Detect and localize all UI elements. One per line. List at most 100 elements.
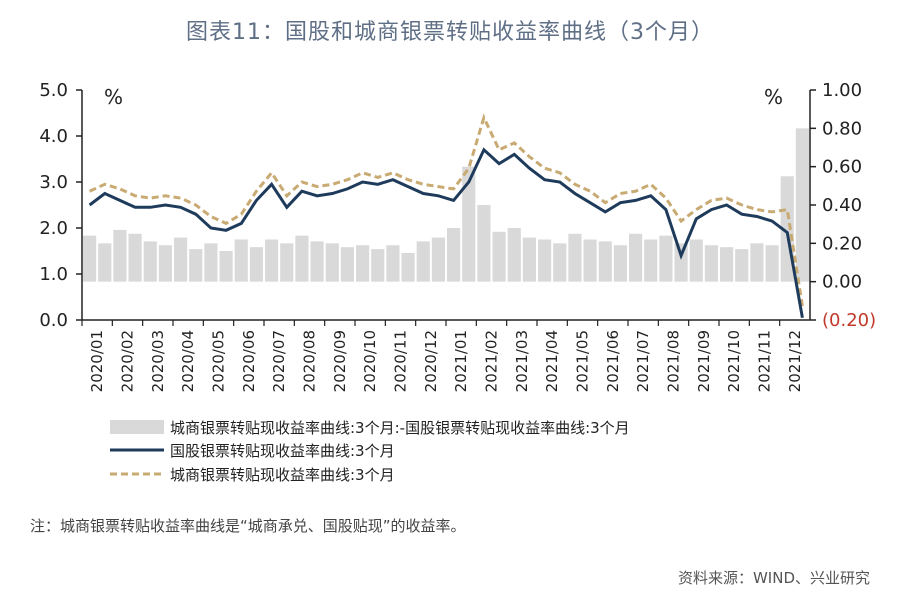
spread-bar: [83, 235, 97, 282]
spread-bar: [795, 128, 809, 282]
x-tick-label: 2021/06: [604, 330, 622, 392]
chart-axes: 0.0 1.0 2.0 3.0 4.0 5.0 % (0.20) 0.00 0.20 0.40 0.6…: [39, 80, 876, 392]
spread-bar: [644, 239, 658, 282]
y-right-tick-label: 0.40: [822, 195, 862, 216]
spread-bar: [553, 243, 567, 282]
x-tick-label: 2021/05: [574, 330, 592, 392]
y-left-tick-label: 0.0: [39, 310, 68, 331]
x-tick-label: 2021/09: [695, 330, 713, 392]
x-tick-label: 2020/06: [240, 330, 258, 392]
x-tick-label: 2021/01: [452, 330, 470, 392]
y-right-tick-label: 1.00: [822, 80, 862, 101]
legend-label-spread: 城商银票转贴现收益率曲线:3个月:-国股银票转贴现收益率曲线:3个月: [170, 419, 630, 437]
spread-bar: [704, 245, 718, 282]
spread-bar: [720, 247, 734, 282]
y-left-tick-label: 2.0: [39, 218, 68, 239]
spread-bar: [416, 241, 430, 282]
spread-bar: [219, 251, 233, 282]
spread-bar: [598, 241, 612, 282]
spread-bar: [249, 247, 263, 282]
spread-bar: [158, 245, 172, 282]
spread-bar: [189, 249, 203, 282]
spread-bar: [340, 247, 354, 282]
spread-bar: [356, 245, 370, 282]
yield-lines: [88, 113, 804, 318]
x-tick-label: 2021/12: [786, 330, 804, 392]
x-tick-label: 2020/09: [331, 330, 349, 392]
spread-bar: [538, 239, 552, 282]
spread-bar: [401, 252, 415, 282]
spread-bar: [143, 241, 157, 282]
spread-bar: [325, 243, 339, 282]
spread-bar: [765, 245, 779, 282]
spread-bar: [462, 166, 476, 282]
spread-bar: [477, 205, 491, 282]
chart-note: 注：城商银票转贴收益率曲线是“城商承兑、国股贴现”的收益率。: [30, 517, 466, 535]
spread-bar: [204, 243, 218, 282]
spread-bar: [522, 237, 536, 282]
x-tick-label: 2021/11: [756, 330, 774, 392]
x-tick-label: 2020/12: [422, 330, 440, 392]
y-right-unit: %: [764, 85, 783, 109]
spread-bar: [659, 235, 673, 282]
x-tick-label: 2020/03: [149, 330, 167, 392]
legend-label-guogu: 国股银票转贴现收益率曲线:3个月: [170, 442, 395, 460]
x-tick-label: 2020/01: [88, 330, 106, 392]
spread-bar: [371, 249, 385, 282]
x-tick-label: 2021/03: [513, 330, 531, 392]
y-right-tick-label: 0.00: [822, 272, 862, 293]
x-tick-label: 2020/04: [179, 330, 197, 392]
y-left-tick-label: 4.0: [39, 126, 68, 147]
x-tick-label: 2021/04: [543, 330, 561, 392]
x-tick-label: 2020/11: [392, 330, 410, 392]
y-right-tick-label: 0.80: [822, 118, 862, 139]
y-left-unit: %: [104, 85, 123, 109]
spread-bar: [750, 243, 764, 282]
y-left-tick-label: 3.0: [39, 172, 68, 193]
x-tick-label: 2021/02: [483, 330, 501, 392]
y-right-tick-label: (0.20): [822, 310, 876, 331]
spread-bar: [265, 239, 279, 282]
spread-bar: [234, 239, 248, 282]
y-right-tick-label: 0.20: [822, 233, 862, 254]
x-tick-label: 2020/07: [270, 330, 288, 392]
spread-bar: [386, 245, 400, 282]
chart-legend: 城商银票转贴现收益率曲线:3个月:-国股银票转贴现收益率曲线:3个月国股银票转贴…: [110, 419, 630, 484]
spread-bar: [98, 243, 112, 282]
chart-source: 资料来源：WIND、兴业研究: [677, 569, 870, 587]
spread-bar: [113, 229, 127, 282]
spread-bar: [674, 243, 688, 282]
guogu-yield-line: [88, 147, 804, 318]
x-tick-label: 2020/05: [210, 330, 228, 392]
spread-bar: [735, 249, 749, 282]
x-tick-label: 2021/07: [634, 330, 652, 392]
spread-bars: [83, 128, 809, 282]
legend-label-chengshang: 城商银票转贴现收益率曲线:3个月: [170, 466, 395, 484]
spread-bar: [613, 245, 627, 282]
spread-bar: [447, 228, 461, 282]
y-right-tick-label: 0.60: [822, 157, 862, 178]
spread-bar: [174, 237, 188, 282]
x-tick-label: 2020/02: [119, 330, 137, 392]
x-tick-label: 2021/08: [665, 330, 683, 392]
chengshang-yield-line: [88, 113, 804, 307]
spread-bar: [629, 233, 643, 282]
spread-bar: [128, 233, 142, 282]
spread-bar: [689, 239, 703, 282]
x-tick-label: 2021/10: [725, 330, 743, 392]
spread-bar: [568, 233, 582, 282]
y-left-tick-label: 5.0: [39, 80, 68, 101]
spread-bar: [583, 239, 597, 282]
spread-bar: [280, 243, 294, 282]
chart-title: 图表11：国股和城商银票转贴收益率曲线（3个月）: [186, 20, 714, 45]
x-tick-label: 2020/10: [361, 330, 379, 392]
y-left-tick-label: 1.0: [39, 264, 68, 285]
spread-bar: [431, 237, 445, 282]
x-tick-label: 2020/08: [301, 330, 319, 392]
spread-bar: [310, 241, 324, 282]
spread-bar: [295, 235, 309, 282]
spread-bar: [492, 231, 506, 282]
legend-swatch-spread: [110, 420, 164, 434]
spread-bar: [507, 228, 521, 282]
